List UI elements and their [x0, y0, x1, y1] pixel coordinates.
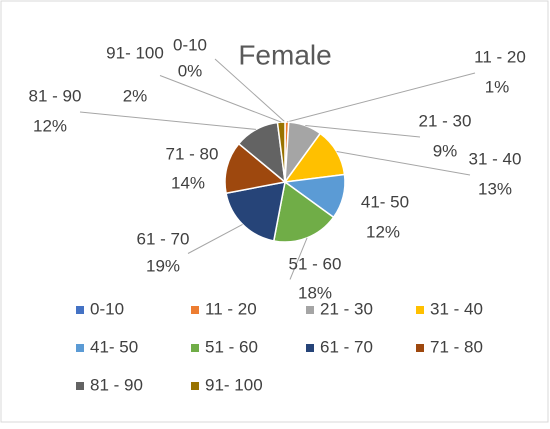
- legend-label: 81 - 90: [90, 375, 143, 394]
- data-label: 9%: [433, 141, 458, 160]
- legend-swatch: [416, 344, 424, 352]
- leader-line: [79, 111, 257, 130]
- legend-swatch: [191, 344, 199, 352]
- data-label: 18%: [298, 283, 332, 302]
- data-label: 14%: [171, 173, 205, 192]
- pie-slice: [272, 180, 335, 243]
- data-label-name: 81 - 90: [29, 86, 82, 105]
- data-label: 13%: [478, 179, 512, 198]
- legend-label: 21 - 30: [320, 299, 373, 318]
- data-label-name: 11 - 20: [474, 47, 526, 66]
- leader-line: [159, 75, 282, 123]
- data-label-name: 71 - 80: [166, 144, 219, 163]
- leader-line: [286, 72, 476, 123]
- legend-swatch: [306, 344, 314, 352]
- leader-line: [305, 125, 421, 138]
- leader-line: [336, 150, 471, 176]
- legend-swatch: [416, 306, 424, 314]
- leader-line: [214, 58, 286, 123]
- data-label-name: 0-10: [173, 35, 207, 54]
- data-label-name: 31 - 40: [469, 149, 522, 168]
- legend-swatch: [306, 306, 314, 314]
- data-label: 12%: [33, 116, 67, 135]
- pie-slice: [225, 181, 286, 242]
- leader-line: [289, 237, 308, 280]
- legend-label: 31 - 40: [430, 299, 483, 318]
- data-label: 0%: [178, 61, 203, 80]
- legend-swatch: [76, 306, 84, 314]
- data-label: 19%: [146, 256, 180, 275]
- legend-label: 91- 100: [205, 375, 263, 394]
- chart-title: Female: [238, 39, 331, 70]
- data-label: 1%: [485, 77, 510, 96]
- data-label: 2%: [123, 86, 148, 105]
- legend-label: 11 - 20: [205, 299, 257, 318]
- data-label-name: 51 - 60: [289, 254, 342, 273]
- data-label-name: 91- 100: [106, 43, 164, 62]
- leader-line: [187, 223, 243, 254]
- data-label-name: 21 - 30: [419, 111, 472, 130]
- legend-label: 71 - 80: [430, 337, 483, 356]
- data-label: 12%: [366, 222, 400, 241]
- legend-label: 0-10: [90, 299, 124, 318]
- legend-label: 61 - 70: [320, 337, 373, 356]
- data-label-name: 61 - 70: [137, 229, 190, 248]
- legend-swatch: [191, 382, 199, 390]
- legend-swatch: [76, 382, 84, 390]
- pie-slice: [224, 142, 287, 195]
- data-label-name: 41- 50: [361, 192, 409, 211]
- legend-swatch: [76, 344, 84, 352]
- legend-label: 51 - 60: [205, 337, 258, 356]
- legend-label: 41- 50: [90, 337, 138, 356]
- legend-swatch: [191, 306, 199, 314]
